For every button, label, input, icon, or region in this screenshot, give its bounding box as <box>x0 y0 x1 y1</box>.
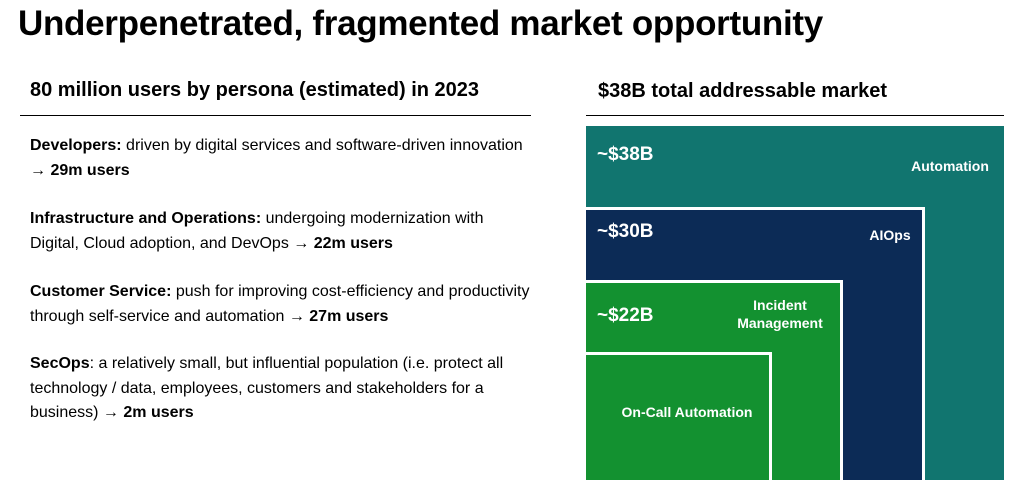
persona-name: Infrastructure and Operations: <box>30 210 262 227</box>
persona-users: 22m users <box>313 234 393 252</box>
tam-amount-30b: ~$30B <box>597 221 654 242</box>
persona-infrastructure-operations: Infrastructure and Operations: undergoin… <box>30 207 530 256</box>
persona-description: undergoing modernization with Digital, C… <box>30 210 484 252</box>
persona-users: 29m users <box>50 161 130 179</box>
tam-label-incident-line2: Management <box>737 315 823 331</box>
tam-label-on-call-automation: On-Call Automation <box>621 404 753 420</box>
persona-description: push for improving cost-efficiency and p… <box>30 283 530 325</box>
persona-name: Customer Service: <box>30 283 172 300</box>
tam-label-incident-line1: Incident <box>753 297 807 313</box>
tam-box-on-call-automation <box>586 352 772 480</box>
left-heading-divider <box>20 115 531 116</box>
tam-heading: $38B total addressable market <box>598 80 888 102</box>
page-title: Underpenetrated, fragmented market oppor… <box>18 4 823 43</box>
tam-label-aiops: AIOps <box>869 227 911 243</box>
tam-label-incident-management: Incident Management <box>725 296 835 332</box>
persona-description: : a relatively small, but influential po… <box>30 355 504 421</box>
persona-name: Developers: <box>30 137 122 154</box>
persona-description: driven by digital services and software-… <box>30 137 523 179</box>
personas-heading: 80 million users by persona (estimated) … <box>30 79 480 101</box>
persona-name: SecOps <box>30 355 90 372</box>
tam-amount-22b: ~$22B <box>597 305 654 326</box>
persona-users: 27m users <box>309 307 389 325</box>
right-heading-divider <box>586 115 1004 116</box>
persona-developers: Developers: driven by digital services a… <box>30 134 530 183</box>
persona-customer-service: Customer Service: push for improving cos… <box>30 280 530 329</box>
persona-users: 2m users <box>123 404 194 421</box>
tam-label-automation: Automation <box>911 158 989 174</box>
persona-secops: SecOps: a relatively small, but influent… <box>30 352 530 426</box>
tam-amount-38b: ~$38B <box>597 144 654 165</box>
